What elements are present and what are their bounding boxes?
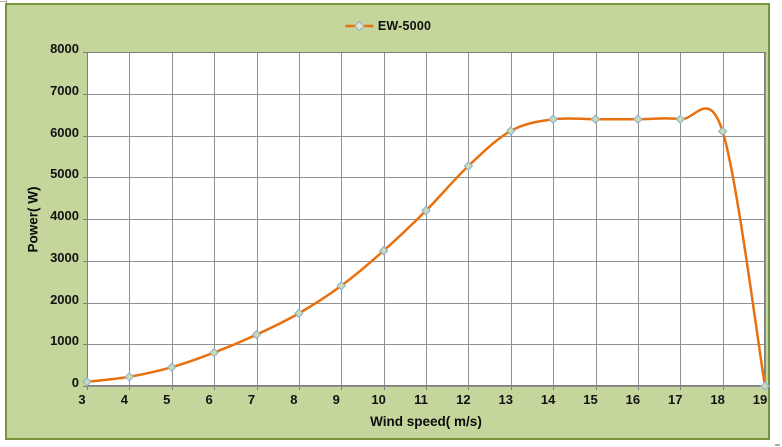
x-axis-tick-label: 17 (668, 392, 683, 407)
x-axis-tick-label: 16 (625, 392, 641, 407)
x-axis-tick-label: 9 (332, 392, 340, 407)
x-axis-tick-label: 8 (290, 392, 298, 407)
y-axis-tick-label: 4000 (50, 208, 79, 223)
x-axis-tick-label: 18 (710, 392, 725, 407)
sheet-gridline-top-left-v (6, 0, 7, 5)
legend-marker-icon (344, 20, 373, 32)
x-axis-tick-label: 5 (163, 392, 171, 407)
x-axis-tick-label: 11 (414, 392, 428, 407)
x-axis-tick-label: 10 (371, 392, 386, 407)
y-axis-tick-label: 2000 (50, 291, 79, 307)
power-curve-plot (82, 52, 770, 391)
sheet-gridline-top-left-h (0, 1, 7, 2)
legend-series-label: EW-5000 (377, 19, 432, 33)
x-axis-title: Wind speed( m/s) (370, 414, 482, 429)
x-axis-tick-label: 14 (540, 392, 556, 407)
x-axis-tick-label: 15 (583, 392, 598, 407)
x-axis-tick-label: 12 (456, 392, 471, 407)
x-axis-tick-label: 13 (498, 392, 513, 407)
plot-area (81, 46, 771, 396)
sheet-gridline-bottom-right (775, 444, 780, 446)
y-axis-tick-label: 3000 (50, 249, 79, 265)
y-axis-tick-label: 7000 (50, 82, 79, 98)
chart-object[interactable]: EW-5000 0 1000 2000 3000 4000 5000 6000 7000 800… (5, 3, 770, 440)
x-axis-tick-label: 4 (120, 392, 128, 407)
y-axis-title: Power( W) (25, 186, 41, 253)
y-axis-tick-label: 5000 (50, 166, 79, 182)
chart-legend[interactable]: EW-5000 (344, 17, 431, 35)
y-axis-tick-label: 0 (71, 375, 79, 390)
y-axis-tick-label: 1000 (50, 333, 79, 349)
x-axis-tick-label: 6 (205, 392, 213, 407)
y-axis-tick-label: 8000 (50, 41, 79, 56)
y-axis-tick-label: 6000 (50, 124, 79, 140)
x-axis-tick-label: 19 (752, 392, 768, 407)
x-axis-tick-label: 3 (78, 392, 86, 407)
x-axis-tick-label: 7 (247, 392, 256, 407)
